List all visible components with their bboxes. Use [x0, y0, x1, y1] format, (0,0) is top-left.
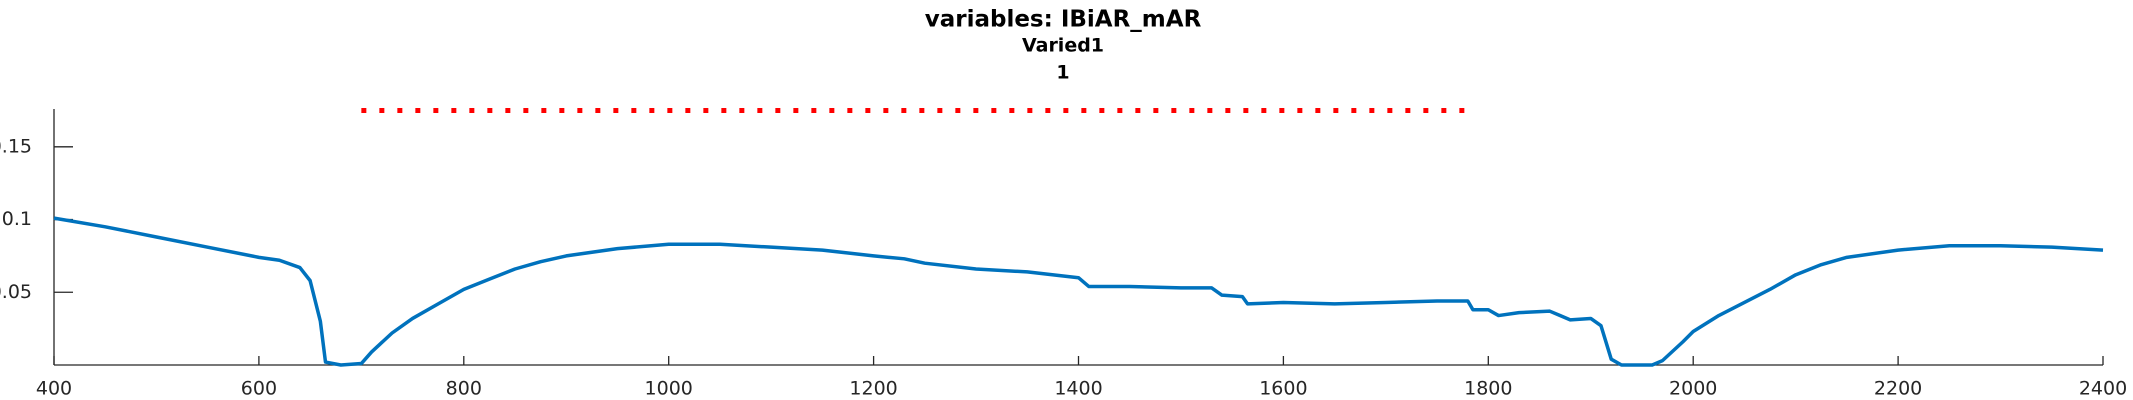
x-tick-label: 2200	[1874, 378, 1922, 400]
x-tick-label: 2400	[2079, 378, 2127, 400]
chart-title: variables: IBiAR_mAR	[925, 7, 1202, 33]
y-tick-label: 0.15	[0, 135, 32, 157]
x-tick-label: 600	[241, 378, 277, 400]
chart-annotation: 1	[1056, 62, 1069, 84]
x-tick-label: 2000	[1669, 378, 1717, 400]
x-tick-label: 1400	[1054, 378, 1102, 400]
y-tick-label: 0.1	[2, 208, 32, 230]
x-tick-label: 1800	[1464, 378, 1512, 400]
series-line	[53, 216, 2104, 367]
x-tick-label: 1200	[849, 378, 897, 400]
x-tick-label: 1600	[1259, 378, 1307, 400]
x-tick-label: 1000	[645, 378, 693, 400]
chart-subtitle: Varied1	[1022, 35, 1104, 57]
x-tick-label: 800	[446, 378, 482, 400]
x-tick-label: 400	[36, 378, 72, 400]
y-tick-label: 0.05	[0, 281, 32, 303]
